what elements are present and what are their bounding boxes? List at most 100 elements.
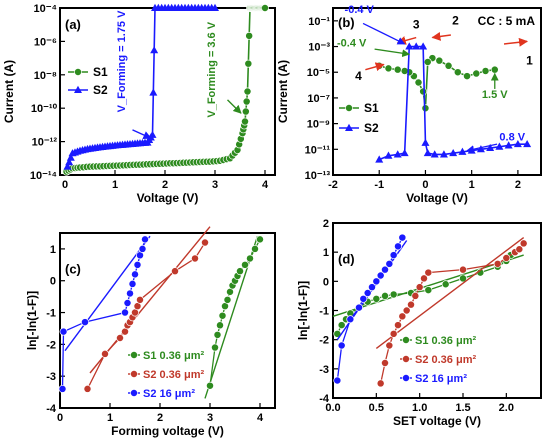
data-point-S1 [243, 87, 252, 96]
data-point-S1 [261, 4, 269, 12]
data-point-S1 [444, 61, 453, 70]
data-point-S2 [211, 3, 219, 11]
data-point-2 [389, 251, 398, 260]
sweep-step-3: 3 [413, 18, 420, 32]
legend-label: S2 16 μm² [143, 388, 195, 400]
data-point-0 [389, 290, 398, 299]
data-point-2 [138, 244, 147, 253]
data-point-2 [59, 327, 68, 336]
y-tick-label: 1 [50, 244, 56, 256]
data-point-1 [116, 334, 124, 342]
pointer-neg-s2 [362, 22, 406, 45]
data-point-0 [459, 274, 467, 283]
pointer-set-s2 [466, 143, 498, 153]
data-point-2 [123, 299, 132, 307]
data-point-2 [141, 235, 149, 244]
data-point-2 [385, 259, 394, 268]
x-tick-label: 1 [107, 412, 113, 424]
fit-line-2 [64, 235, 151, 352]
panel-a: 0 1 2 3 4 10⁻¹⁴ 10⁻¹² 10⁻¹⁰ 10⁻⁸ 10⁻⁶ 10⁻⁴ Voltage … [2, 3, 276, 205]
data-point-S2 [513, 139, 522, 148]
data-point-0 [256, 235, 264, 244]
legend-marker [130, 370, 138, 378]
x-tick-label: 0 [62, 179, 68, 191]
panel-label: (c) [65, 261, 81, 276]
data-point-S1 [245, 31, 254, 40]
data-point-1 [519, 239, 528, 248]
legend-marker [130, 351, 138, 359]
x-axis-label: Forming voltage (V) [111, 424, 224, 438]
legend-label: S1 0.36 μm² [143, 350, 204, 362]
data-point-S2 [439, 150, 448, 158]
y-tick-label: -4 [319, 393, 330, 405]
y-axis-label: ln[-ln(1-F)] [25, 291, 39, 350]
data-point-2 [133, 260, 142, 269]
data-point-S2 [486, 143, 495, 152]
data-point-2 [355, 303, 363, 312]
data-point-S1 [423, 58, 432, 66]
legend-marker [130, 389, 138, 397]
x-tick-label: -2 [328, 179, 338, 191]
y-tick-label: 1 [323, 247, 329, 259]
x-tick-label: 4 [262, 179, 269, 191]
fit-line-1 [375, 237, 525, 349]
x-tick-label: 1.5 [455, 402, 470, 414]
data-point-S2 [65, 157, 74, 166]
legend-marker [402, 336, 410, 344]
data-point-0 [206, 381, 214, 390]
data-point-2 [381, 265, 389, 274]
data-point-S2 [504, 141, 513, 149]
sweep-arrow-4 [365, 62, 385, 72]
data-point-2 [58, 384, 67, 393]
data-point-1 [385, 341, 394, 350]
data-point-1 [136, 295, 144, 304]
data-point-1 [420, 274, 428, 283]
data-point-S2 [149, 88, 158, 96]
y-tick-label: 10⁻¹⁴ [30, 170, 57, 182]
panel-b: -2 -1 0 1 2 10⁻¹³ 10⁻¹¹ 10⁻⁹ 10⁻⁷ 10⁻⁵ 10⁻³ 10⁻¹ Vol… [276, 4, 542, 205]
data-point-S2 [63, 162, 72, 170]
data-point-S1 [242, 97, 251, 106]
data-point-2 [131, 270, 139, 279]
data-point-1 [424, 268, 433, 277]
data-point-1 [407, 300, 415, 309]
y-tick-label: 10⁻¹¹ [305, 144, 331, 156]
data-point-2 [81, 318, 89, 327]
y-tick-label: 0 [50, 276, 56, 288]
y-tick-label: -2 [319, 335, 329, 347]
data-point-S1 [472, 69, 481, 78]
data-point-S2 [476, 145, 485, 153]
data-point-S1 [414, 78, 423, 87]
y-axis-label: Current (A) [276, 60, 290, 123]
x-axis-label: Voltage (V) [137, 191, 199, 205]
y-tick-label: 0 [323, 276, 329, 288]
data-point-S1 [419, 87, 428, 96]
data-point-1 [394, 321, 402, 330]
data-point-0 [251, 244, 259, 253]
annotation-forming-s1: V_Forming = 3.6 V [206, 21, 218, 117]
panel-label: (b) [338, 15, 355, 30]
annotation-set-s2: 0.8 V [499, 131, 525, 143]
data-point-1 [398, 312, 407, 321]
data-point-0 [441, 280, 450, 289]
arrow-s2 [132, 129, 152, 139]
annotation-neg-s1: -0.4 V [337, 38, 367, 50]
data-point-S1 [241, 117, 249, 126]
y-tick-label: 10⁻⁵ [307, 67, 330, 79]
x-tick-label: 1.0 [412, 402, 427, 414]
data-point-S2 [430, 150, 439, 158]
data-point-1 [415, 283, 424, 292]
y-tick-label: -1 [319, 306, 329, 318]
data-point-1 [502, 254, 511, 262]
x-tick-label: 3 [212, 179, 218, 191]
data-point-S2 [66, 153, 75, 161]
y-axis-label: ln[-ln(1-F)] [296, 281, 310, 340]
data-point-2 [398, 233, 407, 242]
y-axis-label: Current (A) [2, 60, 16, 123]
data-point-1 [402, 306, 411, 315]
data-point-1 [171, 267, 179, 276]
data-point-0 [211, 343, 219, 352]
legend-label: S2 16 μm² [415, 373, 467, 385]
y-tick-label: 2 [323, 218, 329, 230]
